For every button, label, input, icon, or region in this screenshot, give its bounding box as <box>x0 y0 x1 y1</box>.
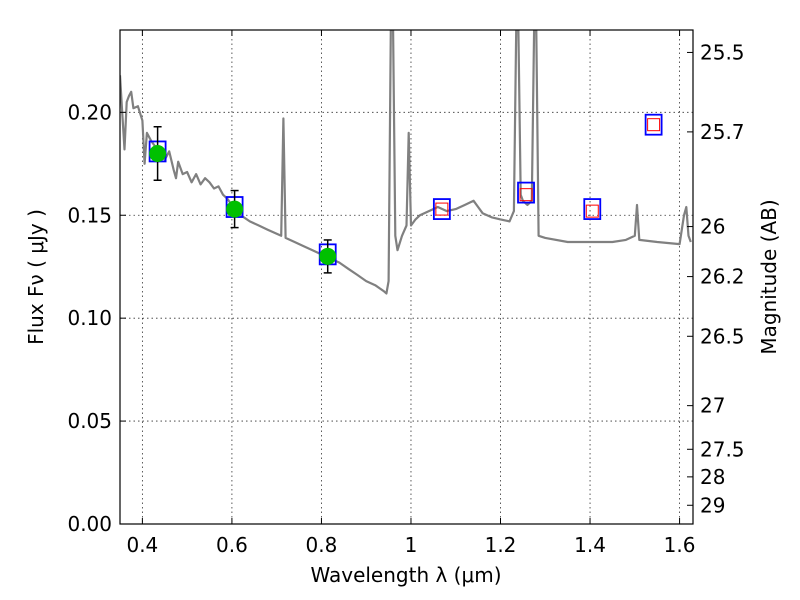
x-tick-label: 0.4 <box>126 533 158 557</box>
x-tick-label: 1.4 <box>574 533 606 557</box>
model-point <box>583 198 602 220</box>
model-point <box>517 181 535 204</box>
x-tick-label: 0.6 <box>216 533 248 557</box>
x-tick-label: 0.8 <box>306 533 338 557</box>
observed-point <box>149 145 167 162</box>
predicted-point <box>519 188 533 202</box>
grid <box>120 30 693 525</box>
plot-frame <box>119 29 694 525</box>
x-tick-label: 1.2 <box>485 533 517 557</box>
y-tick-label: 0.00 <box>67 512 112 536</box>
x-axis-label: Wavelength λ (μm) <box>310 563 501 587</box>
y-tick-label: 0.05 <box>67 409 112 433</box>
y2-tick-label: 27 <box>700 394 725 418</box>
predicted-point <box>647 118 661 132</box>
y2-axis-label: Magnitude (AB) <box>757 199 781 354</box>
y-axis-label: Flux Fν ( μJy ) <box>24 209 48 345</box>
y2-tick-label: 27.5 <box>700 437 745 461</box>
predicted-point <box>585 204 599 218</box>
y2-tick-label: 26.2 <box>700 265 745 289</box>
x-tick-label: 1.6 <box>664 533 696 557</box>
tick-labels: 0.4 0.6 0.8 1 1.2 1.4 1.6 0.00 0.05 0.10 0.15 0.20 2… <box>67 40 744 557</box>
y-tick-label: 0.15 <box>67 203 112 227</box>
model-point <box>644 113 663 136</box>
y2-tick-label: 26 <box>700 215 725 239</box>
ticks <box>120 30 693 525</box>
y2-tick-label: 29 <box>700 493 725 517</box>
x-tick-label: 1 <box>405 533 418 557</box>
y-tick-label: 0.20 <box>67 100 112 124</box>
observed-point <box>319 247 337 265</box>
y2-tick-label: 25.7 <box>700 120 745 144</box>
y2-tick-label: 28 <box>700 465 725 489</box>
plot-area <box>120 30 692 295</box>
spectrum-line <box>120 30 692 295</box>
y2-tick-label: 25.5 <box>700 40 745 64</box>
model-point <box>432 198 451 220</box>
y-tick-label: 0.10 <box>67 306 112 330</box>
predicted-point <box>435 202 449 216</box>
observed-point <box>226 200 244 218</box>
y2-tick-label: 26.5 <box>700 324 745 348</box>
